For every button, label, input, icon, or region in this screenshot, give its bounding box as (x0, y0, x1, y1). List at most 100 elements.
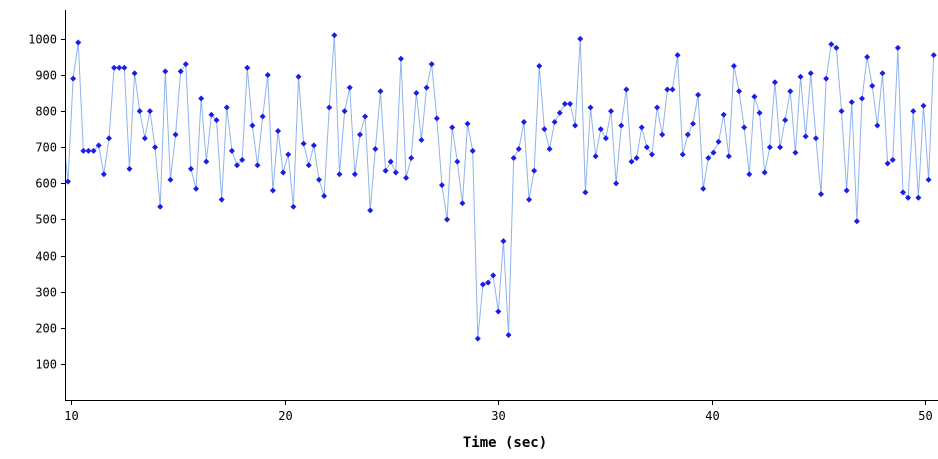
data-line (66, 35, 935, 339)
data-point (766, 144, 773, 151)
data-point (193, 185, 200, 192)
data-point (275, 127, 282, 134)
y-tick-label: 700 (35, 141, 57, 155)
data-point (70, 75, 77, 82)
data-point (131, 70, 138, 77)
data-point (464, 120, 471, 127)
data-point (264, 72, 271, 78)
data-point (116, 64, 123, 71)
data-point (710, 149, 717, 156)
data-point (684, 131, 691, 138)
data-point (756, 109, 763, 116)
data-point (746, 171, 753, 178)
data-point (234, 162, 241, 169)
data-point (556, 109, 563, 116)
data-point (843, 187, 850, 194)
y-tick-label: 800 (35, 105, 57, 119)
data-point (894, 44, 901, 51)
data-point (777, 144, 784, 151)
data-point (587, 104, 594, 111)
data-point (761, 169, 768, 176)
data-point (254, 162, 261, 169)
data-point (648, 151, 655, 158)
data-point (925, 176, 932, 183)
data-point (403, 174, 410, 181)
x-tick-label: 50 (918, 409, 932, 423)
data-point (285, 151, 292, 158)
data-point (838, 108, 845, 115)
data-point (920, 102, 927, 109)
data-point (203, 158, 210, 165)
data-point (449, 124, 456, 131)
x-tick-label: 40 (705, 409, 719, 423)
data-point (602, 135, 609, 142)
data-point (797, 73, 804, 80)
y-tick-label: 200 (35, 322, 57, 336)
data-point (567, 100, 574, 107)
y-tick-label: 100 (35, 358, 57, 372)
data-point (572, 122, 579, 129)
data-point (310, 142, 317, 149)
data-point (433, 115, 440, 122)
data-point (269, 187, 276, 194)
data-point (187, 165, 194, 172)
data-point (459, 200, 466, 207)
data-point (111, 64, 118, 71)
data-point (848, 99, 855, 106)
data-point (807, 70, 814, 77)
data-point (326, 104, 333, 111)
data-point (818, 191, 825, 198)
data-point (828, 41, 835, 48)
x-tick-label: 30 (491, 409, 505, 423)
data-point (244, 64, 251, 71)
data-point (218, 196, 225, 203)
y-tick-label: 300 (35, 286, 57, 300)
data-point (485, 279, 492, 286)
data-point (879, 70, 886, 77)
data-point (526, 196, 533, 203)
data-point (490, 272, 497, 279)
data-point (495, 308, 502, 315)
data-point (305, 162, 312, 169)
data-point (899, 189, 906, 196)
data-point (910, 108, 917, 115)
data-point (341, 108, 348, 115)
data-point (167, 176, 174, 183)
data-point (679, 151, 686, 158)
data-point (613, 180, 620, 187)
data-point (864, 53, 871, 60)
data-point (536, 62, 543, 69)
data-point (141, 135, 148, 142)
data-point (249, 122, 256, 129)
data-point (623, 86, 630, 93)
data-point (423, 84, 430, 91)
data-point (95, 142, 102, 149)
data-point (689, 120, 696, 127)
data-point (157, 203, 164, 210)
data-point (152, 144, 159, 151)
data-point (75, 39, 82, 46)
data-point (126, 165, 133, 172)
data-point (633, 155, 640, 162)
y-tick-label: 400 (35, 250, 57, 264)
data-point (930, 52, 937, 59)
data-point (802, 133, 809, 140)
data-point (705, 155, 712, 162)
data-point (782, 117, 789, 124)
data-point (413, 90, 420, 97)
data-point (280, 169, 287, 176)
data-point (387, 158, 394, 165)
data-point (182, 61, 189, 68)
data-point (695, 91, 702, 98)
data-point (833, 44, 840, 51)
data-point (356, 131, 363, 138)
data-point (377, 88, 384, 95)
data-point (213, 117, 220, 124)
data-point (66, 178, 71, 185)
data-point (520, 118, 527, 125)
data-point (444, 216, 451, 223)
data-point (428, 61, 435, 68)
data-point (628, 158, 635, 165)
data-point (469, 147, 476, 154)
